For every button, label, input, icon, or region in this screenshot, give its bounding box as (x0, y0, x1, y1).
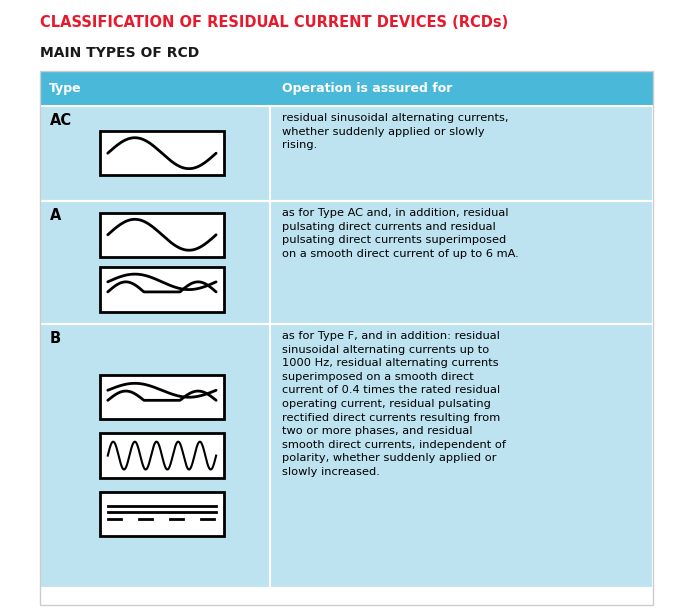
Text: A: A (50, 208, 61, 223)
Text: CLASSIFICATION OF RESIDUAL CURRENT DEVICES (RCDs): CLASSIFICATION OF RESIDUAL CURRENT DEVIC… (40, 15, 509, 30)
Text: Type: Type (48, 82, 81, 95)
FancyBboxPatch shape (100, 131, 224, 176)
FancyBboxPatch shape (100, 375, 224, 419)
Text: Operation is assured for: Operation is assured for (282, 82, 452, 95)
Text: AC: AC (50, 113, 72, 128)
FancyBboxPatch shape (100, 492, 224, 536)
Text: residual sinusoidal alternating currents,
whether suddenly applied or slowly
ris: residual sinusoidal alternating currents… (282, 113, 509, 150)
FancyBboxPatch shape (40, 201, 653, 324)
Text: as for Type F, and in addition: residual
sinusoidal alternating currents up to
1: as for Type F, and in addition: residual… (282, 331, 506, 477)
Text: MAIN TYPES OF RCD: MAIN TYPES OF RCD (40, 46, 200, 60)
FancyBboxPatch shape (100, 268, 224, 312)
FancyBboxPatch shape (100, 433, 224, 478)
FancyBboxPatch shape (100, 212, 224, 257)
FancyBboxPatch shape (40, 324, 653, 588)
Text: as for Type AC and, in addition, residual
pulsating direct currents and residual: as for Type AC and, in addition, residua… (282, 208, 519, 259)
FancyBboxPatch shape (40, 71, 653, 106)
FancyBboxPatch shape (40, 106, 653, 201)
Text: B: B (50, 331, 61, 346)
